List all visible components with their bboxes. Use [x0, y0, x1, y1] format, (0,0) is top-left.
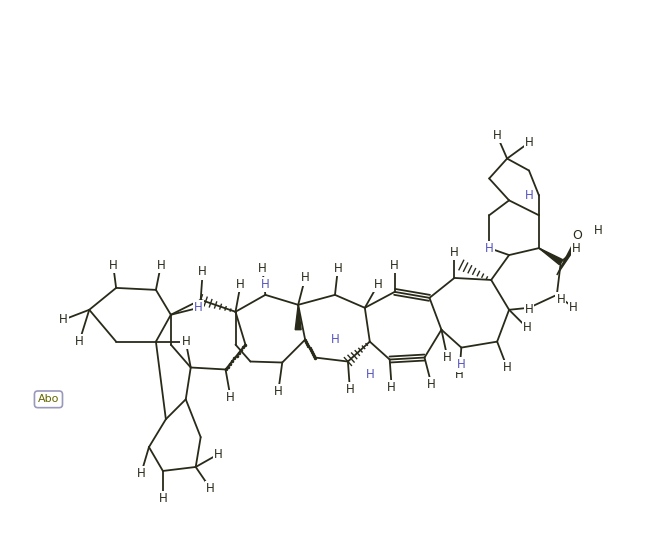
Text: H: H — [75, 335, 84, 348]
Text: H: H — [503, 361, 511, 374]
Text: H: H — [594, 224, 603, 237]
Text: H: H — [572, 242, 581, 254]
Text: H: H — [333, 261, 343, 274]
Text: H: H — [226, 391, 235, 404]
Text: O: O — [572, 229, 582, 242]
Polygon shape — [539, 248, 562, 265]
Text: H: H — [365, 368, 374, 381]
Text: H: H — [181, 335, 190, 348]
Text: H: H — [523, 321, 531, 334]
Text: H: H — [443, 351, 452, 364]
Text: H: H — [59, 313, 68, 326]
Text: H: H — [457, 358, 465, 371]
Text: H: H — [427, 378, 436, 391]
Text: H: H — [236, 279, 245, 292]
Text: H: H — [345, 383, 355, 396]
Text: H: H — [109, 259, 118, 272]
Text: H: H — [331, 333, 339, 346]
Text: H: H — [525, 136, 533, 149]
Text: H: H — [450, 245, 459, 259]
Text: H: H — [569, 301, 578, 314]
Text: H: H — [373, 279, 382, 292]
Text: H: H — [258, 261, 267, 274]
Text: H: H — [137, 468, 145, 480]
Text: H: H — [525, 303, 533, 316]
Text: H: H — [159, 492, 167, 505]
Text: H: H — [199, 265, 207, 279]
Text: H: H — [493, 129, 501, 142]
Text: H: H — [195, 301, 203, 314]
Text: H: H — [157, 259, 165, 272]
Text: H: H — [274, 385, 283, 398]
Text: H: H — [525, 189, 533, 202]
Polygon shape — [557, 237, 581, 275]
Text: Abo: Abo — [38, 394, 59, 405]
Polygon shape — [295, 305, 301, 330]
Text: H: H — [455, 368, 463, 381]
Text: H: H — [390, 259, 399, 272]
Text: H: H — [485, 242, 493, 254]
Text: H: H — [214, 448, 223, 461]
Text: H: H — [387, 381, 396, 394]
Text: H: H — [301, 272, 309, 285]
Text: H: H — [261, 279, 270, 292]
Text: H: H — [207, 483, 215, 495]
Text: H: H — [556, 293, 565, 306]
